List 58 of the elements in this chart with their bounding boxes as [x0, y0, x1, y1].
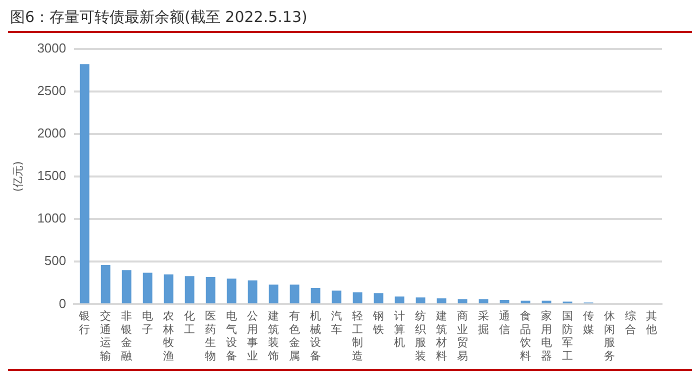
chart-title: 图6：存量可转债最新余额(截至 2022.5.13) [8, 8, 692, 33]
x-tick-label: 机械设备 [310, 310, 322, 362]
bar [268, 284, 278, 304]
x-tick-label: 综合 [625, 310, 636, 336]
bar [500, 300, 510, 304]
x-tick-label: 通信 [499, 310, 510, 336]
bar [122, 270, 132, 304]
x-tick-label: 银行 [78, 310, 90, 336]
bar [310, 288, 320, 304]
x-tick-label: 传媒 [583, 310, 594, 336]
y-tick-label: 2000 [37, 126, 66, 141]
x-tick-label: 农林牧渔 [162, 310, 174, 362]
bar [206, 276, 216, 304]
y-tick-label: 3000 [37, 40, 66, 56]
x-tick-label: 纺织服装 [415, 310, 426, 362]
x-tick-label: 建筑材料 [435, 310, 448, 362]
x-tick-label: 钢铁 [372, 310, 384, 336]
x-tick-label: 商业贸易 [457, 310, 468, 362]
y-tick-label: 2500 [37, 82, 66, 98]
bar [164, 274, 174, 304]
bar [374, 293, 384, 304]
x-tick-label: 计算机 [394, 310, 406, 350]
bar [458, 299, 468, 304]
x-tick-label: 电子 [142, 310, 154, 336]
x-tick-label: 交通运输 [100, 310, 112, 362]
bar [226, 278, 236, 304]
bar [352, 292, 362, 304]
x-tick-label: 医药生物 [205, 310, 216, 362]
y-tick-label: 0 [58, 296, 66, 311]
x-tick-label: 其他 [646, 310, 657, 336]
x-tick-label: 公用事业 [247, 310, 258, 362]
x-tick-label: 采掘 [478, 310, 490, 336]
bar [394, 296, 404, 304]
y-tick-label: 1500 [37, 168, 66, 184]
y-tick-label: 1000 [37, 210, 66, 226]
bar [290, 284, 300, 304]
bar [478, 299, 488, 304]
x-tick-label: 食品饮料 [519, 310, 532, 362]
x-tick-label: 非银金融 [120, 310, 132, 362]
x-tick-label: 家用电器 [541, 310, 552, 362]
y-tick-label: 500 [44, 253, 66, 268]
bar [248, 280, 258, 304]
y-axis-title: (亿元) [11, 161, 24, 192]
x-tick-label: 电气设备 [226, 310, 238, 362]
bar [436, 298, 446, 304]
bar [184, 276, 194, 304]
bar [332, 290, 342, 304]
bar [100, 265, 110, 304]
x-tick-label: 汽车 [331, 310, 342, 336]
bar [80, 64, 90, 304]
x-tick-label: 国防军工 [562, 310, 574, 362]
bar [142, 272, 152, 304]
bar [416, 297, 426, 304]
x-tick-label: 有色金属 [289, 310, 300, 362]
x-tick-label: 轻工制造 [352, 310, 364, 362]
x-tick-label: 休闲服务 [604, 310, 616, 362]
x-tick-label: 化工 [184, 310, 196, 336]
x-tick-label: 建筑装饰 [267, 310, 280, 362]
